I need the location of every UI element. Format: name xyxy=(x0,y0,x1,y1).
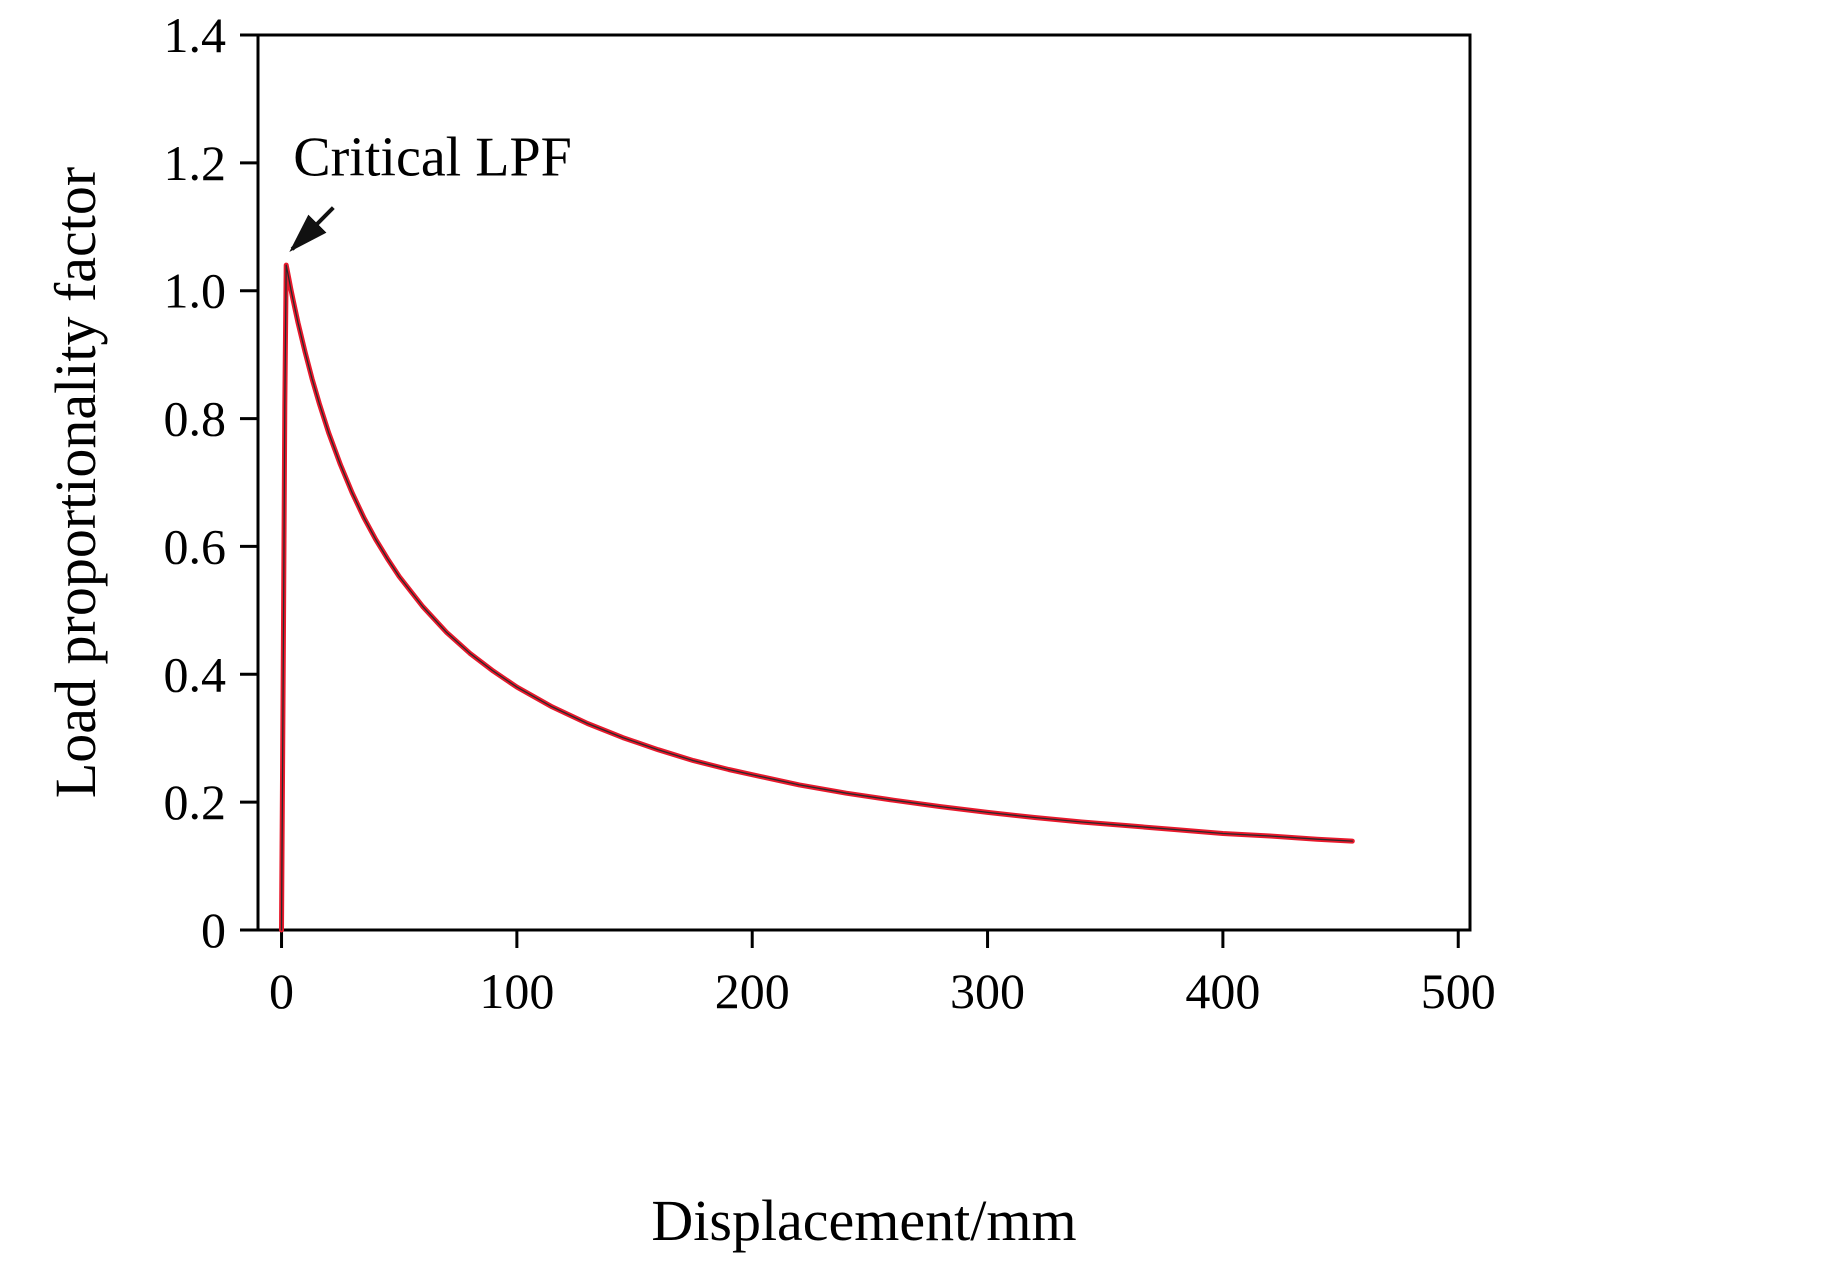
x-tick-label: 200 xyxy=(715,963,790,1019)
annotation-critical-lpf: Critical LPF xyxy=(293,127,571,189)
y-tick-label: 0.4 xyxy=(164,646,227,702)
y-tick-label: 1.4 xyxy=(164,7,227,63)
x-tick-label: 400 xyxy=(1185,963,1260,1019)
x-axis-ticks: 0 100 200 300 400 500 xyxy=(269,930,1496,1019)
lpf-curve-overlay xyxy=(280,264,1353,931)
x-tick-label: 0 xyxy=(269,963,294,1019)
y-tick-label: 0.8 xyxy=(164,391,227,447)
y-tick-label: 0.6 xyxy=(164,518,227,574)
plot-frame xyxy=(256,33,1472,932)
y-axis-ticks: 0 0.2 0.4 0.6 0.8 1.0 1.2 1.4 xyxy=(164,7,258,958)
x-axis-label: Displacement/mm xyxy=(651,1188,1076,1253)
y-axis-label: Load proportionality factor xyxy=(43,167,108,798)
y-tick-label: 0 xyxy=(201,902,226,958)
y-tick-label: 0.2 xyxy=(164,774,227,830)
x-tick-label: 100 xyxy=(479,963,554,1019)
y-tick-label: 1.2 xyxy=(164,135,227,191)
x-tick-label: 500 xyxy=(1421,963,1496,1019)
x-tick-label: 300 xyxy=(950,963,1025,1019)
annotation-arrow-icon xyxy=(289,206,335,253)
y-tick-label: 1.0 xyxy=(164,263,227,319)
